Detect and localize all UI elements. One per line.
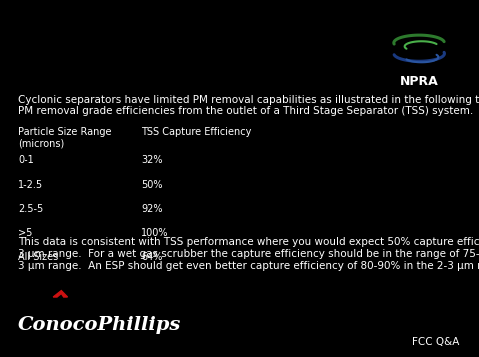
Text: 32%: 32%: [141, 155, 163, 165]
Text: 50%: 50%: [141, 180, 163, 190]
Polygon shape: [53, 291, 68, 297]
Text: 1-2.5: 1-2.5: [18, 180, 43, 190]
Text: FCC Q&A: FCC Q&A: [412, 337, 460, 347]
Text: Cyclonic separators have limited PM removal capabilities as illustrated in the f: Cyclonic separators have limited PM remo…: [18, 95, 479, 116]
Text: ConocoPhillips: ConocoPhillips: [18, 316, 182, 334]
Text: 100%: 100%: [141, 228, 169, 238]
Text: TSS Capture Efficiency: TSS Capture Efficiency: [141, 127, 251, 137]
Text: NPRA: NPRA: [400, 75, 438, 88]
Text: >5: >5: [18, 228, 33, 238]
Text: 2.5-5: 2.5-5: [18, 204, 44, 214]
Text: 0-1: 0-1: [18, 155, 34, 165]
Text: 92%: 92%: [141, 204, 163, 214]
Text: 64%: 64%: [141, 252, 163, 262]
Text: All Sizes: All Sizes: [18, 252, 58, 262]
Text: This data is consistent with TSS performance where you would expect 50% capture : This data is consistent with TSS perform…: [18, 237, 479, 271]
Text: Particle Size Range
(microns): Particle Size Range (microns): [18, 127, 112, 149]
